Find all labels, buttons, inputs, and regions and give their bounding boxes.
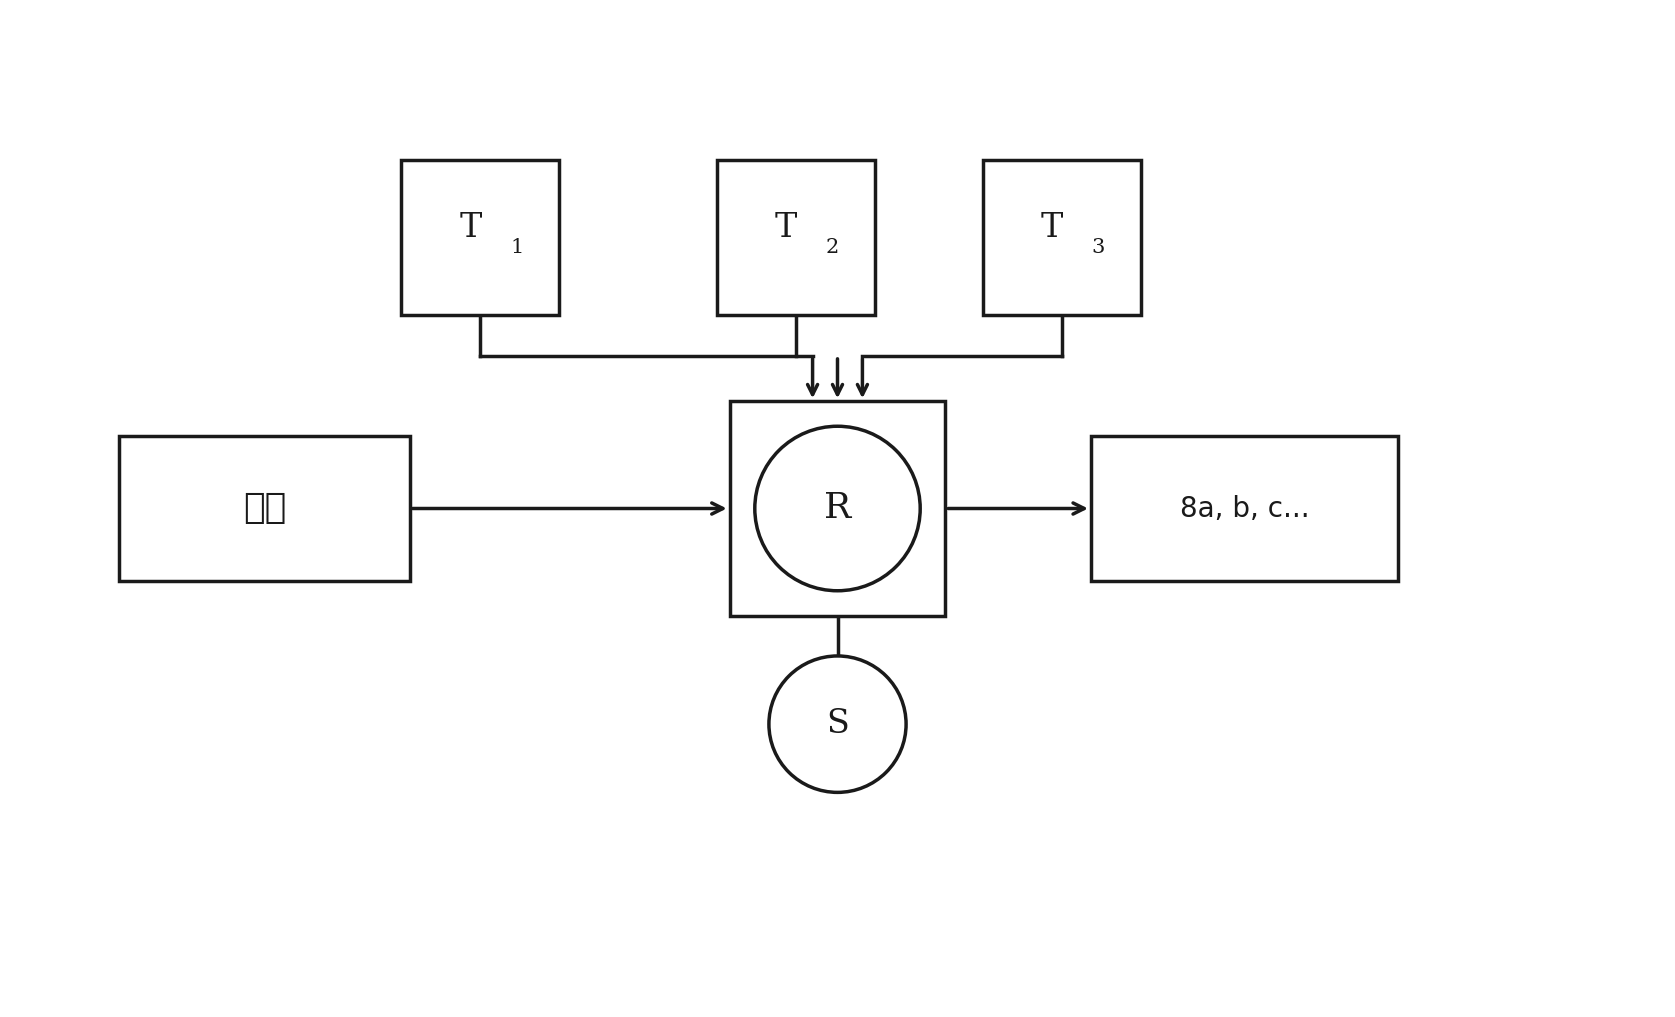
Text: 8a, b, c...: 8a, b, c... [1179,494,1310,523]
FancyBboxPatch shape [730,401,945,616]
Text: T: T [776,212,797,244]
FancyBboxPatch shape [1090,435,1399,582]
Ellipse shape [755,426,920,591]
Text: 3: 3 [1092,238,1106,257]
FancyBboxPatch shape [717,160,874,315]
Text: R: R [824,491,851,526]
Ellipse shape [769,656,906,792]
Text: 1: 1 [511,238,524,257]
Text: T: T [1040,212,1064,244]
Text: T: T [459,212,482,244]
Text: 2: 2 [826,238,839,257]
Text: S: S [826,708,849,740]
FancyBboxPatch shape [119,435,410,582]
FancyBboxPatch shape [402,160,559,315]
FancyBboxPatch shape [983,160,1141,315]
Text: 参数: 参数 [243,491,286,526]
